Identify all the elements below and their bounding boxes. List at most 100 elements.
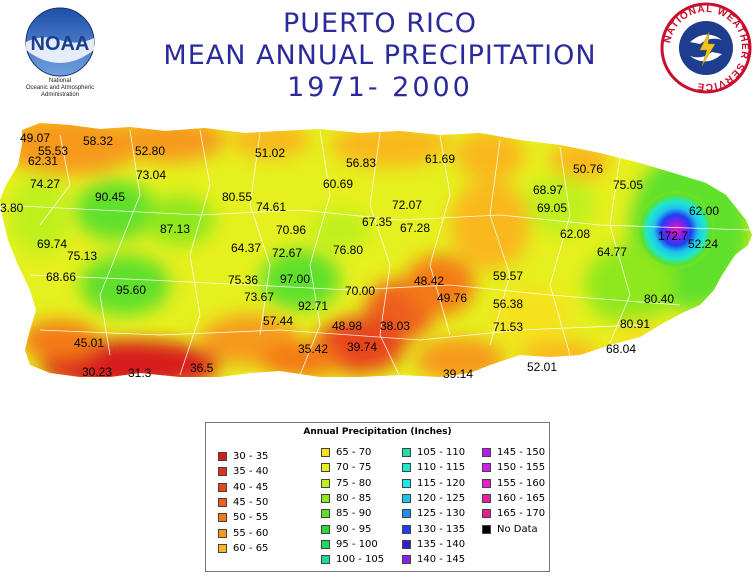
station-value-label: 92.71 bbox=[298, 299, 328, 313]
legend-item: 135 - 140 bbox=[402, 537, 465, 552]
noaa-logo-letters: NOAA bbox=[31, 33, 90, 55]
station-value-label: 48.42 bbox=[414, 274, 444, 288]
station-value-label: 68.66 bbox=[46, 270, 76, 284]
station-value-label: 38.03 bbox=[380, 319, 410, 333]
legend-label: 45 - 50 bbox=[233, 497, 269, 509]
legend-item: 165 - 170 bbox=[482, 506, 545, 521]
station-value-label: 64.77 bbox=[597, 245, 627, 259]
legend-swatch bbox=[218, 543, 227, 553]
legend-swatch bbox=[482, 494, 491, 504]
nws-logo: NATIONAL WEATHER SERVICE bbox=[660, 2, 752, 94]
legend-label: 140 - 145 bbox=[417, 554, 466, 566]
legend-swatch bbox=[321, 494, 330, 504]
legend-swatch bbox=[482, 463, 491, 473]
legend-swatch bbox=[402, 448, 411, 458]
legend-swatch bbox=[218, 498, 227, 508]
map-title-line-1: PUERTO RICO bbox=[282, 8, 478, 39]
legend-swatch bbox=[321, 539, 330, 549]
station-value-label: 50.76 bbox=[573, 162, 603, 176]
legend-swatch bbox=[321, 463, 330, 473]
noaa-caption-1: National bbox=[49, 78, 71, 84]
legend-swatch bbox=[218, 528, 227, 538]
legend-swatch bbox=[321, 478, 330, 488]
legend-label: 145 - 150 bbox=[497, 447, 546, 459]
legend-item: 60 - 65 bbox=[218, 541, 268, 556]
legend-label: 135 - 140 bbox=[417, 538, 466, 550]
station-value-label: 69.74 bbox=[37, 237, 67, 251]
legend-label: No Data bbox=[497, 523, 538, 535]
noaa-logo: NOAA National Oceanic and Atmospheric Ad… bbox=[25, 7, 95, 98]
station-value-label: 70.00 bbox=[345, 284, 375, 298]
station-value-label: 61.69 bbox=[425, 152, 455, 166]
legend-item: 115 - 120 bbox=[402, 476, 465, 491]
legend-item: 145 - 150 bbox=[482, 445, 545, 460]
legend-swatch bbox=[321, 448, 330, 458]
legend-item: 35 - 40 bbox=[218, 464, 268, 479]
legend-column: 145 - 150 150 - 155 155 - 160 160 - 165 165 … bbox=[482, 445, 545, 537]
station-value-label: 48.98 bbox=[332, 319, 362, 333]
station-value-label: 75.36 bbox=[228, 273, 258, 287]
station-value-label: 52.01 bbox=[527, 360, 557, 374]
station-value-label: 72.67 bbox=[272, 246, 302, 260]
legend-label: 70 - 75 bbox=[336, 462, 372, 474]
legend-item: 55 - 60 bbox=[218, 525, 268, 540]
station-value-label: 80.91 bbox=[620, 317, 650, 331]
legend-title: Annual Precipitation (Inches) bbox=[303, 427, 452, 437]
legend-label: 115 - 120 bbox=[417, 477, 466, 489]
legend-item: 160 - 165 bbox=[482, 491, 545, 506]
legend-item: 130 - 135 bbox=[402, 521, 465, 536]
station-value-label: 55.53 bbox=[38, 144, 68, 158]
station-value-label: 35.42 bbox=[298, 342, 328, 356]
station-value-label: 3.80 bbox=[0, 201, 24, 215]
station-value-label: 56.83 bbox=[346, 156, 376, 170]
station-value-label: 95.60 bbox=[116, 283, 146, 297]
station-value-label: 56.38 bbox=[493, 297, 523, 311]
legend-label: 95 - 100 bbox=[336, 538, 378, 550]
station-value-label: 39.14 bbox=[443, 367, 473, 381]
legend-swatch bbox=[402, 524, 411, 534]
legend-label: 40 - 45 bbox=[233, 481, 269, 493]
legend-swatch bbox=[321, 524, 330, 534]
station-value-label: 90.45 bbox=[95, 190, 125, 204]
station-value-label: 71.53 bbox=[493, 320, 523, 334]
legend-item: 95 - 100 bbox=[321, 537, 384, 552]
legend-item: 100 - 105 bbox=[321, 552, 384, 567]
station-value-label: 30.23 bbox=[82, 365, 112, 379]
station-value-label: 57.44 bbox=[263, 314, 293, 328]
legend-item: 65 - 70 bbox=[321, 445, 384, 460]
legend-item: 85 - 90 bbox=[321, 506, 384, 521]
station-value-label: 68.04 bbox=[606, 342, 636, 356]
station-value-label: 58.32 bbox=[83, 134, 113, 148]
legend-label: 110 - 115 bbox=[417, 462, 466, 474]
legend-swatch bbox=[402, 478, 411, 488]
station-value-label: 74.61 bbox=[256, 200, 286, 214]
station-value-label: 75.05 bbox=[613, 178, 643, 192]
legend-item: 140 - 145 bbox=[402, 552, 465, 567]
legend-label: 165 - 170 bbox=[497, 508, 546, 520]
legend-item: 80 - 85 bbox=[321, 491, 384, 506]
legend-label: 120 - 125 bbox=[417, 493, 466, 505]
station-value-label: 59.57 bbox=[493, 269, 523, 283]
legend-column: 105 - 110 110 - 115 115 - 120 120 - 125 125 … bbox=[402, 445, 465, 567]
legend-swatch bbox=[482, 524, 491, 534]
legend-swatch bbox=[218, 513, 227, 523]
legend-swatch bbox=[218, 452, 227, 462]
legend-swatch bbox=[482, 478, 491, 488]
legend-label: 30 - 35 bbox=[233, 451, 269, 463]
station-value-label: 31.3 bbox=[128, 366, 152, 380]
station-value-label: 67.28 bbox=[400, 221, 430, 235]
legend-item: 40 - 45 bbox=[218, 480, 268, 495]
station-value-label: 97.00 bbox=[280, 272, 310, 286]
legend-item: 90 - 95 bbox=[321, 521, 384, 536]
legend-label: 65 - 70 bbox=[336, 447, 372, 459]
legend-item: 150 - 155 bbox=[482, 460, 545, 475]
station-value-label: 60.69 bbox=[323, 177, 353, 191]
legend-swatch bbox=[402, 463, 411, 473]
legend-swatch bbox=[321, 555, 330, 565]
legend-column: 65 - 70 70 - 75 75 - 80 80 - 85 85 - 90 90 - … bbox=[321, 445, 384, 567]
station-value-label: 39.74 bbox=[347, 340, 377, 354]
station-value-label: 80.40 bbox=[644, 292, 674, 306]
noaa-caption-2: Oceanic and Atmospheric bbox=[26, 85, 94, 91]
legend-swatch bbox=[218, 467, 227, 477]
legend-swatch bbox=[402, 509, 411, 519]
